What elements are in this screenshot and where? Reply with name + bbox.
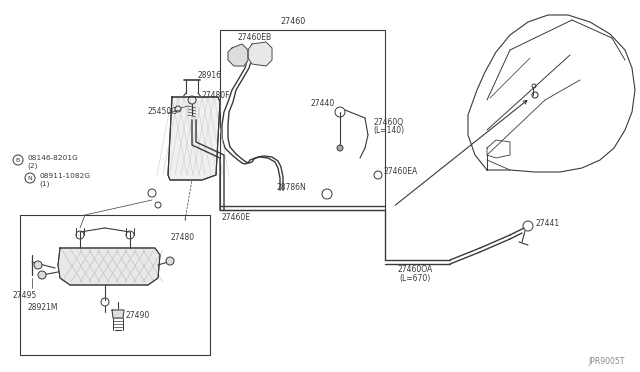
Text: 25450G: 25450G: [148, 108, 178, 116]
Text: 27495: 27495: [13, 291, 37, 299]
Text: 27440: 27440: [311, 99, 335, 108]
Polygon shape: [168, 97, 220, 180]
Text: 27490: 27490: [126, 311, 150, 321]
Text: 08911-1082G: 08911-1082G: [39, 173, 90, 179]
Text: 28786N: 28786N: [276, 183, 306, 192]
Text: 08146-8201G: 08146-8201G: [27, 155, 77, 161]
Text: 28916: 28916: [198, 71, 222, 80]
Bar: [20, 215, 210, 355]
Text: 27460EA: 27460EA: [383, 167, 417, 176]
Circle shape: [34, 261, 42, 269]
Polygon shape: [58, 248, 160, 285]
Text: (2): (2): [27, 163, 38, 169]
Text: 27460: 27460: [280, 17, 306, 26]
Text: 27480: 27480: [171, 232, 195, 241]
Text: (L=670): (L=670): [399, 275, 431, 283]
Text: JPR9005T: JPR9005T: [589, 357, 625, 366]
Circle shape: [337, 145, 343, 151]
Text: 28921M: 28921M: [28, 304, 58, 312]
Circle shape: [38, 271, 46, 279]
Text: N: N: [28, 176, 33, 180]
Text: 27460EB: 27460EB: [238, 33, 272, 42]
Text: 27441: 27441: [535, 219, 559, 228]
Polygon shape: [248, 42, 272, 66]
Bar: [220, 30, 385, 210]
Text: 27460Q: 27460Q: [373, 118, 403, 126]
Polygon shape: [228, 44, 248, 66]
Text: (L=140): (L=140): [373, 126, 404, 135]
Text: 27460E: 27460E: [222, 214, 251, 222]
Circle shape: [166, 257, 174, 265]
Text: 27460OA: 27460OA: [397, 266, 433, 275]
Text: B: B: [16, 157, 20, 163]
Polygon shape: [112, 310, 124, 318]
Text: (1): (1): [39, 181, 49, 187]
Text: 27480F: 27480F: [202, 92, 230, 100]
